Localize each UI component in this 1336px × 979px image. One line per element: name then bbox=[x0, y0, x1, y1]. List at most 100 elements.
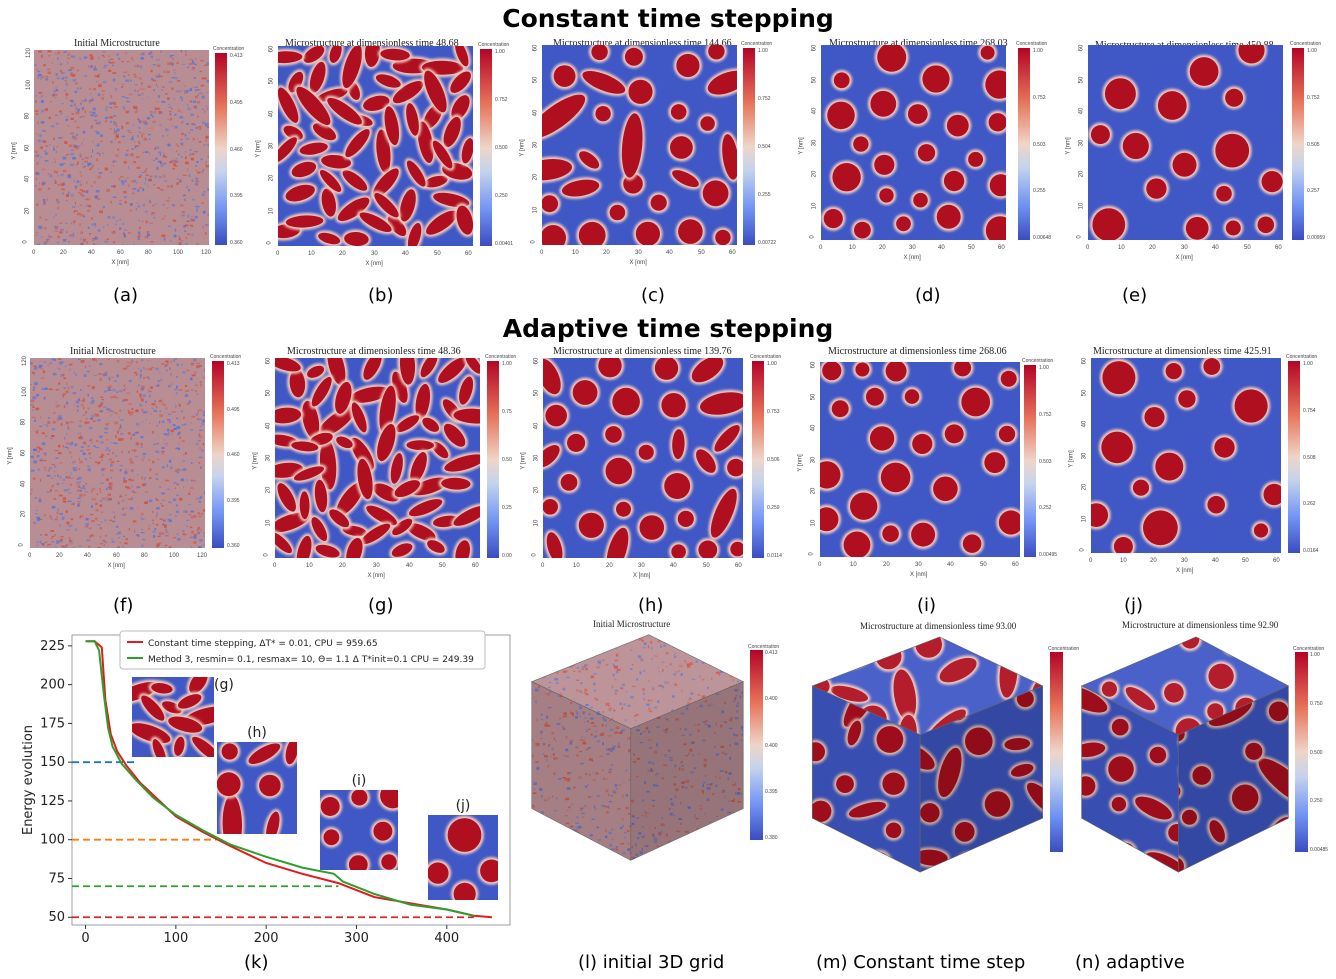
y-tick-i: 50 bbox=[810, 393, 817, 401]
y-tick-f: 80 bbox=[20, 418, 27, 426]
y-tick-c: 20 bbox=[532, 173, 539, 181]
y-tick-i: 20 bbox=[810, 487, 817, 495]
colorbar-tick-c: 0.752 bbox=[758, 96, 771, 102]
x-tick-d: 10 bbox=[849, 245, 856, 251]
x-tick-f: 60 bbox=[113, 553, 120, 559]
x-tick-d: 0 bbox=[819, 245, 823, 251]
x-axis-label-i: X [nm] bbox=[910, 572, 928, 578]
microstructure-image-b bbox=[278, 46, 473, 246]
panel-title-d: Microstructure at dimensionless time 268… bbox=[829, 38, 1008, 49]
colorbar-title-g: Concentration bbox=[485, 354, 517, 360]
y-tick-j: 0 bbox=[1079, 548, 1086, 552]
colorbar-c bbox=[743, 48, 755, 245]
y-axis-label-c: Y [nm] bbox=[519, 139, 526, 157]
x-tick-i: 30 bbox=[915, 562, 922, 568]
colorbar-tick-h: 0.259 bbox=[767, 505, 780, 511]
y-tick-j: 60 bbox=[1081, 357, 1088, 365]
caption-b: (b) bbox=[368, 285, 394, 306]
x-tick-e: 20 bbox=[1149, 245, 1156, 251]
microstructure-map-b bbox=[278, 46, 473, 246]
colorbar-b bbox=[480, 49, 492, 246]
y-tick-g: 20 bbox=[265, 486, 272, 494]
x-tick-h: 60 bbox=[735, 563, 742, 569]
panel-title-h: Microstructure at dimensionless time 139… bbox=[553, 346, 732, 357]
colorbar-g bbox=[487, 361, 499, 558]
colorbar-tick-f: 0.460 bbox=[227, 452, 240, 458]
microstructure-map-h bbox=[543, 358, 743, 558]
y-tick-label: 175 bbox=[40, 716, 65, 731]
x-tick-h: 40 bbox=[670, 563, 677, 569]
colorbar-tick-a: 0.495 bbox=[230, 100, 243, 106]
x-tick-j: 50 bbox=[1242, 558, 1249, 564]
x-tick-a: 40 bbox=[88, 250, 95, 256]
y-tick-c: 10 bbox=[532, 206, 539, 214]
cube-colorbar-tick-n: 0.00485 bbox=[1310, 847, 1329, 853]
x-tick-b: 40 bbox=[402, 251, 409, 257]
x-tick-h: 10 bbox=[573, 563, 580, 569]
microstructure-map-c bbox=[542, 45, 737, 245]
y-tick-i: 10 bbox=[810, 519, 817, 527]
panel-title-i: Microstructure at dimensionless time 268… bbox=[828, 346, 1007, 357]
microstructure-image-i bbox=[820, 362, 1020, 557]
colorbar-tick-j: 0.754 bbox=[1303, 408, 1316, 414]
y-tick-i: 0 bbox=[808, 552, 815, 556]
y-tick-label: 150 bbox=[40, 755, 65, 770]
colorbar-tick-f: 0.495 bbox=[227, 407, 240, 413]
x-tick-b: 20 bbox=[339, 251, 346, 257]
cube-colorbar-title-m: Concentration bbox=[1048, 646, 1080, 652]
y-tick-j: 40 bbox=[1081, 420, 1088, 428]
colorbar-tick-b: 0.500 bbox=[495, 145, 508, 151]
x-tick-b: 10 bbox=[308, 251, 315, 257]
x-tick-i: 0 bbox=[818, 562, 822, 568]
y-tick-b: 40 bbox=[268, 110, 275, 118]
colorbar-tick-i: 0.00495 bbox=[1039, 552, 1058, 558]
colorbar-tick-f: 0.413 bbox=[227, 361, 240, 367]
x-tick-f: 100 bbox=[169, 553, 180, 559]
inset-label-0: (g) bbox=[214, 677, 234, 693]
inset-image-2 bbox=[320, 790, 398, 870]
caption-i: (i) bbox=[917, 595, 937, 616]
x-tick-g: 40 bbox=[406, 563, 413, 569]
cube-colorbar-tick-l: 0.400 bbox=[765, 696, 778, 702]
x-tick-j: 20 bbox=[1150, 558, 1157, 564]
x-tick-h: 50 bbox=[703, 563, 710, 569]
y-tick-b: 0 bbox=[266, 241, 273, 245]
x-tick-e: 50 bbox=[1244, 245, 1251, 251]
panel-title-j: Microstructure at dimensionless time 425… bbox=[1093, 346, 1272, 357]
colorbar-tick-g: 1.00 bbox=[502, 361, 512, 367]
y-tick-label: 50 bbox=[48, 910, 65, 925]
colorbar-tick-e: 1.00 bbox=[1307, 48, 1317, 54]
x-tick-g: 0 bbox=[273, 563, 277, 569]
microstructure-image-h bbox=[543, 358, 743, 558]
cube-colorbar-tick-n: 0.250 bbox=[1310, 798, 1323, 804]
colorbar-tick-c: 0.00722 bbox=[758, 240, 777, 246]
x-tick-e: 0 bbox=[1086, 245, 1090, 251]
y-tick-c: 50 bbox=[532, 76, 539, 84]
y-tick-g: 10 bbox=[265, 519, 272, 527]
panel-title-a: Initial Microstructure bbox=[74, 38, 160, 49]
cube-image-n bbox=[1080, 636, 1290, 873]
y-tick-label: 200 bbox=[40, 678, 65, 693]
caption-l: (l) initial 3D grid bbox=[578, 952, 725, 973]
x-axis-label-e: X [nm] bbox=[1175, 255, 1193, 261]
x-tick-d: 20 bbox=[879, 245, 886, 251]
x-tick-label: 200 bbox=[254, 931, 279, 946]
y-tick-c: 40 bbox=[532, 109, 539, 117]
caption-k: (k) bbox=[244, 952, 269, 973]
y-tick-h: 10 bbox=[533, 519, 540, 527]
y-axis-label-f: Y [nm] bbox=[7, 447, 14, 465]
x-tick-g: 60 bbox=[472, 563, 479, 569]
colorbar-title-f: Concentration bbox=[210, 354, 242, 360]
x-tick-c: 40 bbox=[666, 250, 673, 256]
microstructure-image-d bbox=[821, 45, 1006, 240]
y-tick-e: 0 bbox=[1076, 235, 1083, 239]
x-tick-h: 30 bbox=[638, 563, 645, 569]
microstructure-image-g bbox=[275, 358, 480, 558]
caption-a: (a) bbox=[113, 285, 139, 306]
colorbar-title-j: Concentration bbox=[1286, 354, 1318, 360]
y-axis-label-j: Y [nm] bbox=[1068, 449, 1075, 468]
microstructure-image-e bbox=[1088, 45, 1283, 240]
x-tick-e: 10 bbox=[1118, 245, 1125, 251]
y-tick-a: 100 bbox=[26, 79, 33, 91]
x-tick-c: 20 bbox=[603, 250, 610, 256]
